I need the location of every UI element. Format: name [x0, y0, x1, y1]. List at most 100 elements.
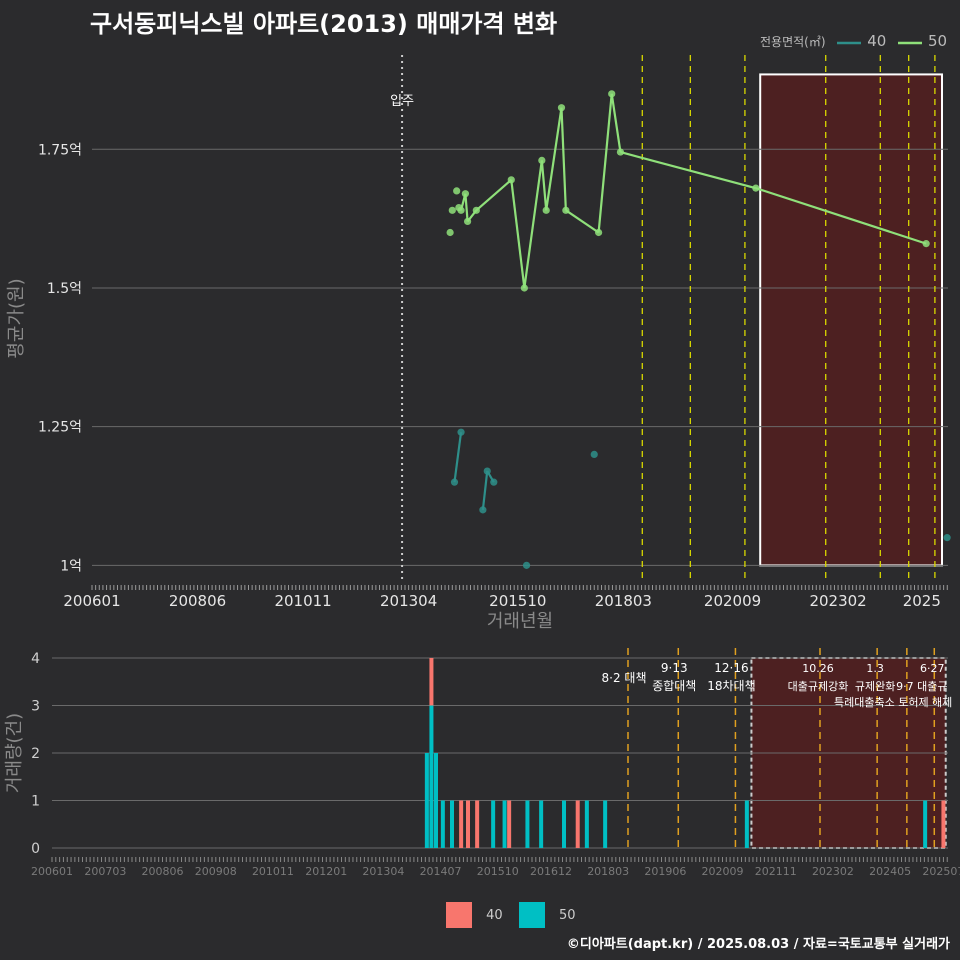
series-50-point	[752, 184, 760, 192]
series-50-segment	[755, 187, 927, 245]
policy-label: 종합대책	[652, 678, 696, 693]
series-50-point	[616, 148, 625, 156]
bar-50	[562, 800, 566, 848]
chart-title: 구서동피닉스빌 아파트(2013) 매매가격 변화	[90, 10, 558, 38]
bar-legend-swatch-40	[446, 902, 472, 928]
bar-50	[424, 753, 429, 848]
bar-y-tick-label: 1	[31, 794, 40, 810]
bar-legend-swatch-50	[518, 902, 545, 928]
policy-label: 9·7	[896, 680, 914, 693]
series-50-segment	[620, 151, 757, 190]
series-50-segment	[610, 93, 622, 153]
policy-label: 8·2 대책	[602, 670, 647, 685]
bar-y-tick-label: 0	[31, 841, 40, 857]
series-50-segment	[540, 160, 548, 211]
bar-50	[603, 800, 608, 848]
x-tick-label: 201803	[595, 592, 652, 610]
bar-legend-label-50: 50	[558, 907, 576, 923]
series-50-segment	[523, 160, 543, 289]
series-40-point	[490, 478, 498, 486]
bar-x-tick-label: 200908	[195, 865, 237, 878]
bar-50	[923, 800, 928, 848]
series-50-segment	[545, 107, 563, 211]
bar-x-tick-label: 202009	[701, 865, 743, 878]
bar-40	[575, 800, 580, 848]
bar-x-tick-label: 202302	[812, 865, 854, 878]
x-tick-label: 201510	[489, 592, 546, 610]
legend-label-50: 50	[927, 32, 948, 50]
legend-swatch-40	[837, 41, 862, 44]
bar-x-tick-label: 201510	[477, 865, 519, 878]
bar-50	[539, 800, 544, 848]
y-tick-label: 1.25억	[38, 420, 82, 436]
bar-x-tick-label: 202507	[922, 865, 960, 878]
bar-50	[502, 800, 507, 848]
policy-label: 18차대책	[707, 678, 755, 693]
line-legend: 전용면적(㎡) 40 50	[760, 32, 947, 50]
y-axis-title: 평균가(원)	[6, 278, 27, 358]
series-40-segment	[453, 432, 463, 483]
policy-label: 12·16	[714, 661, 748, 675]
legend-title: 전용면적(㎡)	[760, 35, 826, 49]
series-40-point	[457, 428, 465, 436]
x-axis-title: 거래년월	[487, 611, 553, 632]
bar-x-tick-label: 200601	[31, 865, 73, 878]
series-50-point	[457, 206, 465, 214]
series-50-point	[922, 240, 930, 248]
bar-y-tick-label: 4	[31, 651, 40, 667]
bar-50	[525, 800, 530, 848]
policy-label: 9·13	[661, 661, 688, 675]
policy-label: 1.3	[866, 662, 884, 675]
series-50-point	[446, 228, 454, 237]
bar-y-axis-title: 거래량(건)	[4, 713, 25, 793]
bar-x-tick-label: 201011	[252, 865, 294, 878]
series-40-point	[590, 450, 598, 459]
bar-x-tick-label: 202111	[755, 865, 797, 878]
y-tick-label: 1.5억	[47, 281, 82, 297]
x-tick-label: 2025	[903, 592, 941, 610]
bar-x-tick-label: 202405	[869, 865, 911, 878]
series-40-point	[483, 467, 491, 475]
bar-x-tick-label: 200806	[141, 865, 183, 878]
bar-x-tick-label: 200703	[84, 865, 126, 878]
x-tick-label: 202302	[809, 592, 866, 610]
series-50-point	[595, 228, 603, 237]
series-40-point	[943, 534, 951, 542]
y-tick-label: 1.75억	[38, 142, 82, 158]
series-50-segment	[475, 178, 512, 212]
bar-40	[507, 800, 512, 848]
movein-label: 입주	[390, 94, 414, 109]
legend-swatch-50	[898, 41, 923, 44]
series-50-segment	[565, 209, 600, 234]
bar-legend: 40 50	[446, 902, 576, 928]
series-40-point	[522, 561, 531, 569]
bar-x-tick-label: 201304	[362, 865, 404, 878]
series-50-point	[461, 190, 470, 198]
bar-40	[429, 658, 434, 706]
series-50-segment	[510, 179, 526, 289]
y-tick-label: 1억	[60, 558, 82, 574]
x-tick-label: 200806	[169, 592, 226, 610]
policy-label: 대출규	[917, 680, 947, 693]
series-50-segment	[597, 93, 613, 233]
bar-50	[744, 800, 749, 848]
policy-label: 10.26	[802, 662, 834, 675]
bar-x-tick-label: 201407	[420, 865, 462, 878]
series-50-point	[463, 217, 472, 226]
x-tick-label: 200601	[63, 592, 120, 610]
bar-40	[475, 800, 480, 848]
bar-50	[450, 800, 454, 848]
series-50-point	[538, 156, 546, 164]
series-40-segment	[481, 470, 489, 511]
series-50-point	[507, 176, 515, 184]
bar-x-tick-label: 201201	[305, 865, 347, 878]
series-50-point	[557, 104, 566, 112]
series-50-segment	[464, 193, 469, 222]
series-50-point	[562, 206, 570, 214]
bar-x-tick-label: 201803	[587, 865, 629, 878]
bar-40	[941, 800, 946, 848]
series-50-point	[453, 187, 461, 195]
series-50-segment	[560, 107, 567, 211]
series-50-point	[542, 206, 550, 214]
